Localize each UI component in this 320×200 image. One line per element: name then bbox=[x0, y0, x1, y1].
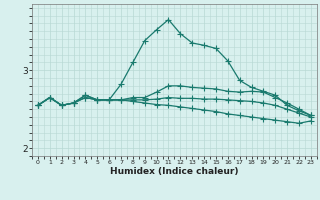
X-axis label: Humidex (Indice chaleur): Humidex (Indice chaleur) bbox=[110, 167, 239, 176]
